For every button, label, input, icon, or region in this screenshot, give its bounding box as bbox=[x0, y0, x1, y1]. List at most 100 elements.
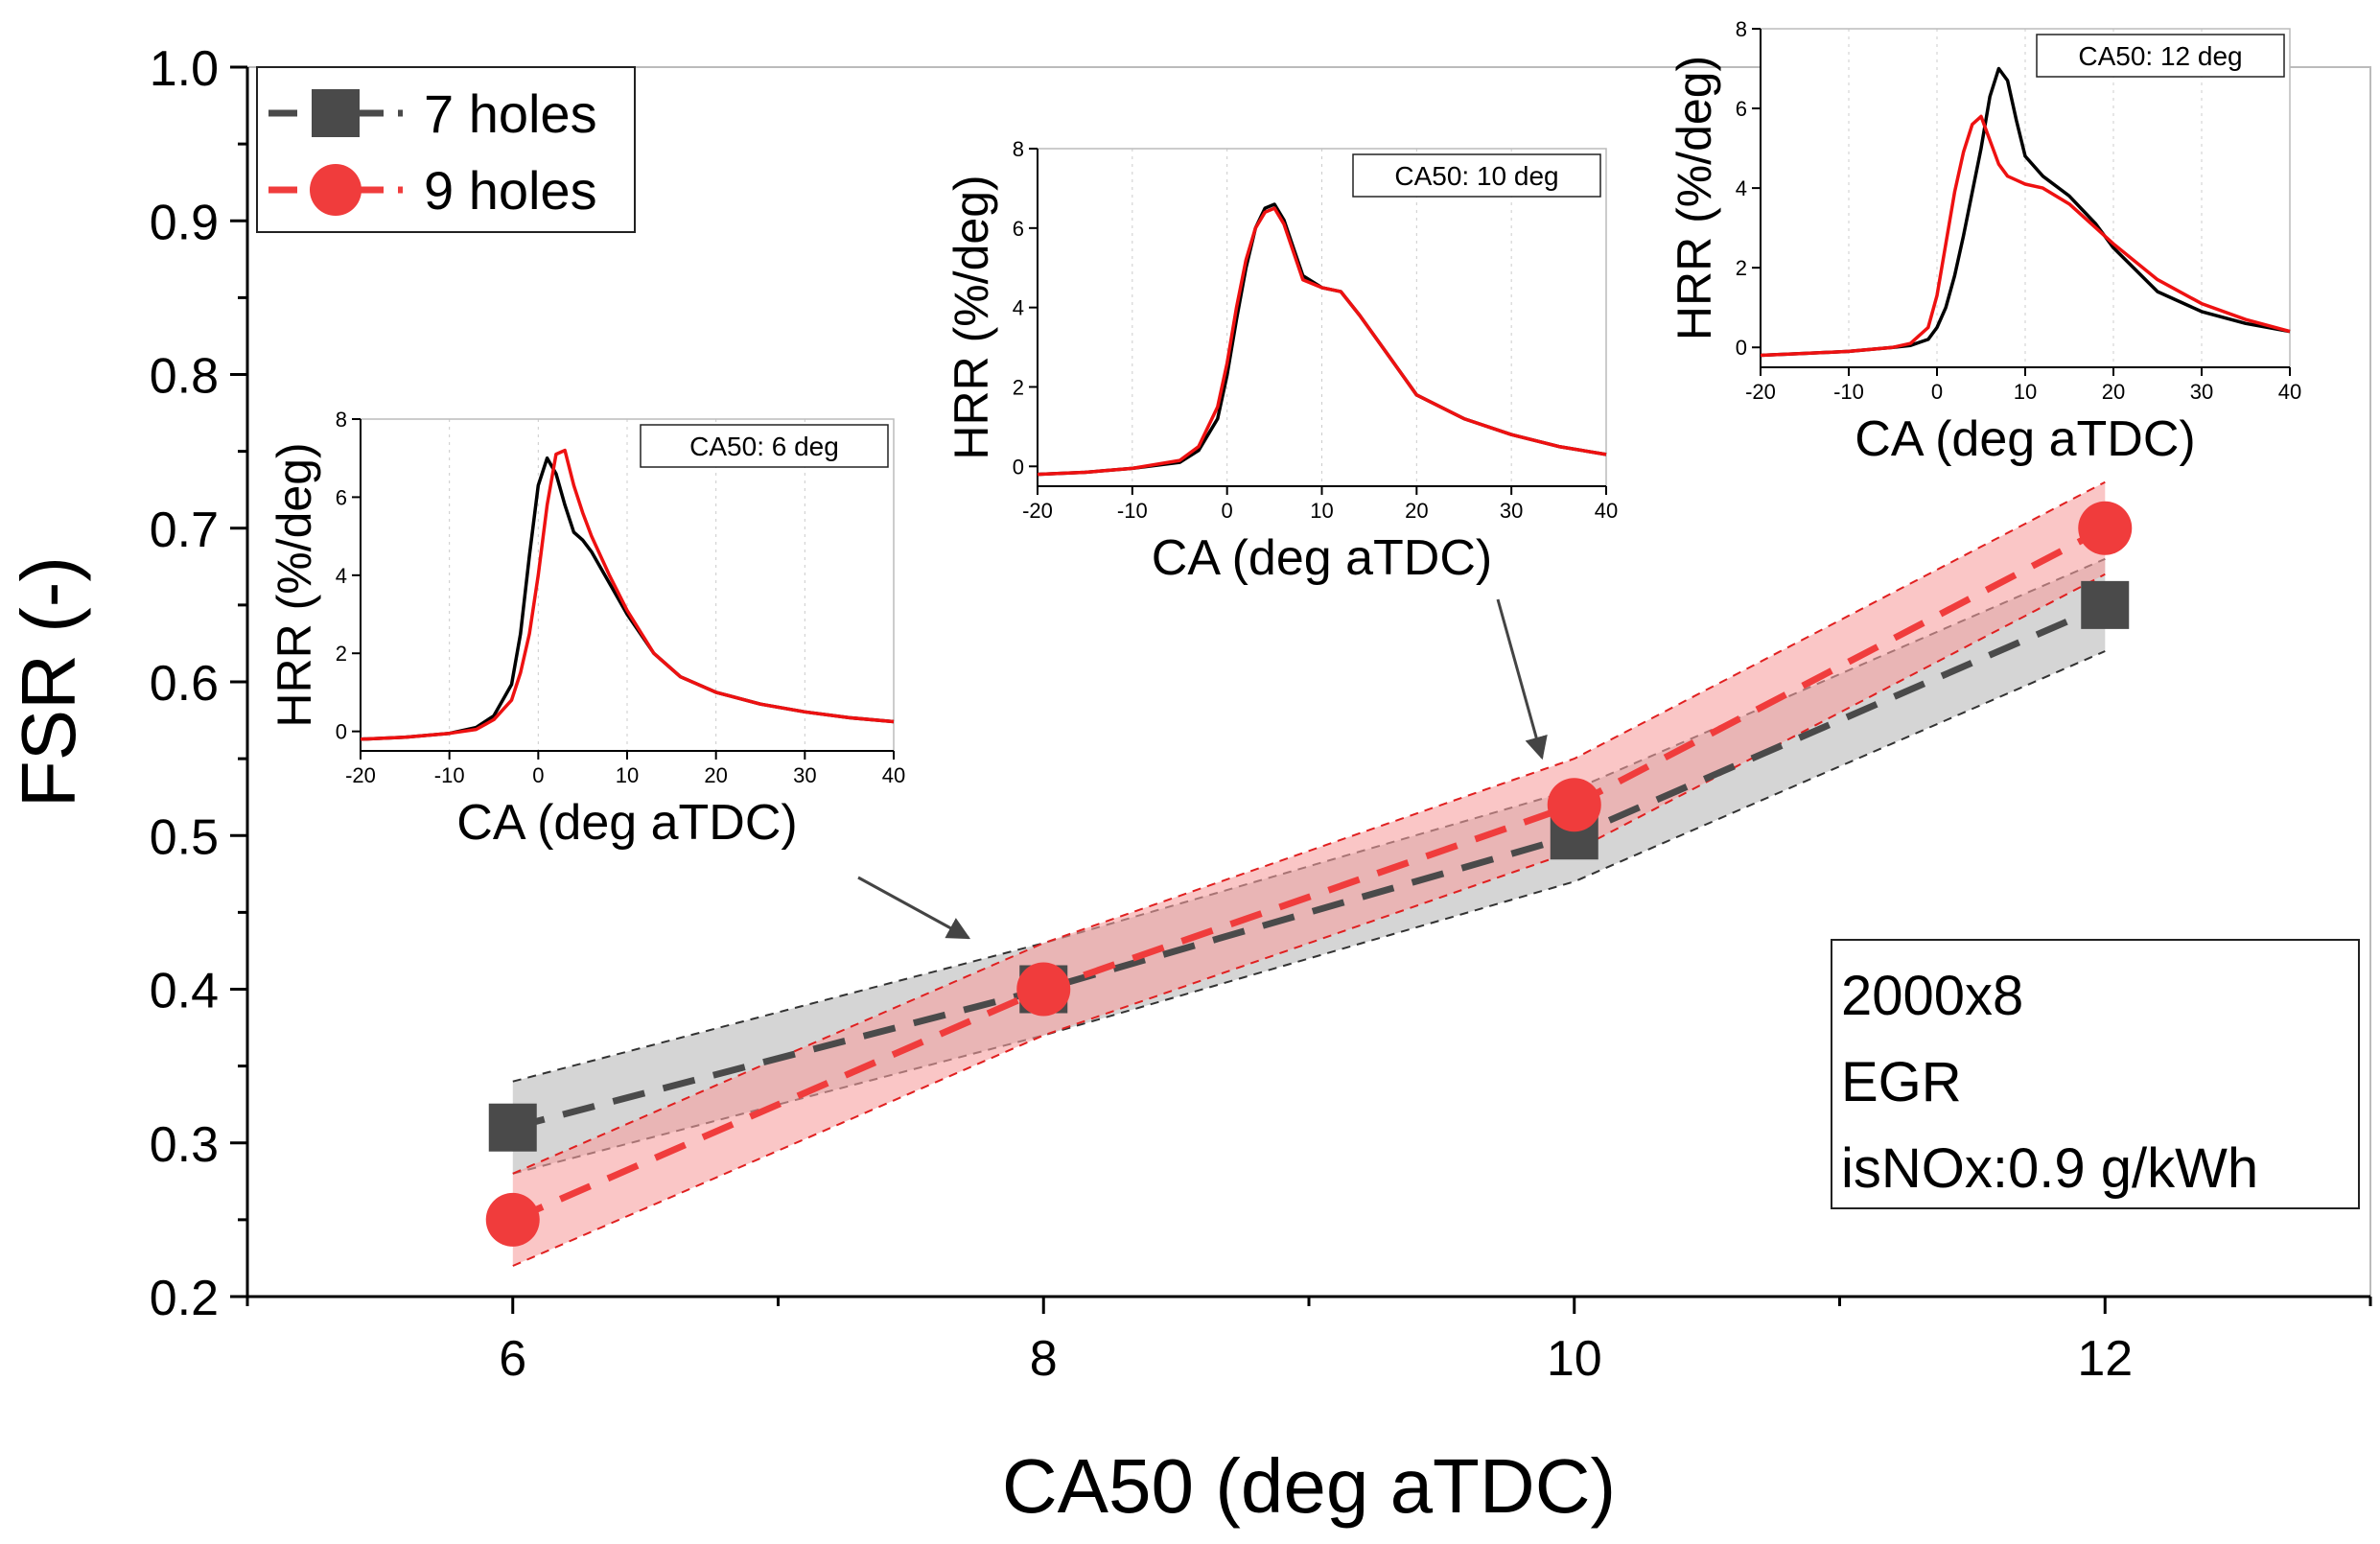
series-lines bbox=[511, 525, 2107, 1224]
y-tick-label: 0.9 bbox=[150, 195, 219, 250]
series-9-holes-marker bbox=[2078, 501, 2133, 555]
x-tick-label: 8 bbox=[1030, 1331, 1058, 1387]
inset-y-tick-label: 4 bbox=[1736, 176, 1747, 200]
inset-label: CA50: 6 deg bbox=[689, 432, 839, 461]
inset-y-tick-label: 2 bbox=[1736, 256, 1747, 280]
inset-y-tick-label: 6 bbox=[1013, 217, 1024, 241]
inset-ca50-10: -20 -10 0 10 20 30 40 0 2 4 6 8 CA (deg aTDC) HRR (%/… bbox=[945, 137, 1618, 586]
annotation-line: 2000x8 bbox=[1841, 965, 2023, 1027]
legend-circle-marker bbox=[310, 164, 362, 216]
inset-x-tick-label: -10 bbox=[434, 763, 465, 787]
inset-y-tick-label: 0 bbox=[1013, 455, 1024, 479]
inset-curve-7-holes bbox=[1760, 66, 2291, 358]
inset-x-tick-label: 0 bbox=[1222, 499, 1233, 523]
inset-y-tick-label: 4 bbox=[336, 564, 347, 588]
inset-x-tick-label: 20 bbox=[2102, 380, 2125, 404]
annotation-line: isNOx:0.9 g/kWh bbox=[1841, 1137, 2258, 1200]
inset-10deg-arrow bbox=[1496, 598, 1548, 760]
uncertainty-bands bbox=[512, 480, 2106, 1267]
inset-x-tick-label: 0 bbox=[1931, 380, 1943, 404]
inset-x-tick-label: -20 bbox=[1022, 499, 1053, 523]
inset-x-tick-label: -20 bbox=[345, 763, 376, 787]
annotation-box bbox=[1831, 939, 2360, 1209]
inset-ca50-12: -20 -10 0 10 20 30 40 0 2 4 6 8 CA (deg aTDC) HRR (%/… bbox=[1668, 17, 2301, 467]
inset-x-tick-label: -10 bbox=[1833, 380, 1864, 404]
inset-x-tick-label: 20 bbox=[1405, 499, 1428, 523]
inset-x-tick-label: 0 bbox=[532, 763, 544, 787]
inset-y-tick-label: 2 bbox=[336, 642, 347, 666]
inset-x-tick-label: -10 bbox=[1117, 499, 1148, 523]
inset-y-tick-label: 8 bbox=[1013, 137, 1024, 161]
series-9-holes-marker bbox=[1547, 778, 1601, 832]
x-axis-title: CA50 (deg aTDC) bbox=[1002, 1443, 1616, 1529]
legend: 7 holes 9 holes bbox=[256, 66, 636, 233]
series-9-holes-band bbox=[512, 481, 2106, 1266]
series-9-holes-marker bbox=[1016, 962, 1071, 1017]
series-9-holes-band-upper bbox=[512, 480, 2106, 1175]
inset-background bbox=[361, 419, 894, 751]
inset-x-tick-label: 30 bbox=[1500, 499, 1523, 523]
x-tick-label: 12 bbox=[2077, 1331, 2133, 1387]
series-7-holes-marker bbox=[488, 1103, 537, 1152]
y-tick-label: 0.8 bbox=[150, 349, 219, 405]
legend-label: 9 holes bbox=[424, 160, 597, 221]
series-markers bbox=[485, 501, 2133, 1247]
y-axis-title: FSR (-) bbox=[6, 556, 91, 807]
inset-y-tick-label: 8 bbox=[1736, 17, 1747, 41]
inset-x-tick-label: 40 bbox=[2278, 380, 2301, 404]
x-tick-label: 6 bbox=[499, 1331, 526, 1387]
inset-y-tick-label: 6 bbox=[1736, 97, 1747, 121]
inset-curve-9-holes bbox=[1760, 114, 2291, 358]
inset-x-tick-label: 10 bbox=[1310, 499, 1333, 523]
inset-curve-9-holes bbox=[360, 448, 895, 741]
condition-annotation: 2000x8 EGR isNOx:0.9 g/kWh bbox=[1831, 939, 2360, 1209]
y-tick-label: 0.5 bbox=[150, 809, 219, 865]
legend-square-marker bbox=[312, 89, 360, 137]
inset-label: CA50: 12 deg bbox=[2078, 41, 2242, 71]
inset-label-box bbox=[640, 424, 889, 468]
inset-label-box bbox=[1352, 153, 1601, 198]
series-7-holes-line bbox=[511, 601, 2107, 1132]
inset-x-tick-label: 30 bbox=[2190, 380, 2213, 404]
inset-6deg-arrow bbox=[857, 876, 971, 940]
inset-x-tick-label: -20 bbox=[1745, 380, 1776, 404]
inset-y-tick-label: 0 bbox=[336, 720, 347, 744]
inset-y-tick-label: 6 bbox=[336, 485, 347, 509]
annotation-line: EGR bbox=[1841, 1051, 1962, 1113]
y-tick-label: 0.6 bbox=[150, 656, 219, 712]
plot-frame: 0.2 0.3 0.4 0.5 0.6 0.7 0.8 0.9 1.0 6 8 10 12 CA50 (d… bbox=[6, 41, 2372, 1529]
inset-y-tick-label: 2 bbox=[1013, 375, 1024, 399]
inset-x-tick-label: 40 bbox=[1595, 499, 1618, 523]
inset-x-axis-title: CA (deg aTDC) bbox=[1855, 411, 2195, 467]
y-tick-label: 0.4 bbox=[150, 964, 219, 1019]
y-tick-label: 0.7 bbox=[150, 503, 219, 558]
inset-x-tick-label: 30 bbox=[793, 763, 816, 787]
inset-y-axis-title: HRR (%/deg) bbox=[945, 175, 998, 459]
inset-y-tick-label: 0 bbox=[1736, 336, 1747, 360]
inset-label: CA50: 10 deg bbox=[1394, 161, 1558, 191]
inset-y-axis-title: HRR (%/deg) bbox=[268, 442, 321, 727]
inset-x-tick-label: 20 bbox=[704, 763, 727, 787]
inset-y-tick-label: 4 bbox=[1013, 296, 1024, 320]
inset-curve-9-holes bbox=[1037, 206, 1607, 477]
series-7-holes-marker bbox=[2081, 580, 2130, 629]
y-tick-label: 0.3 bbox=[150, 1117, 219, 1173]
y-tick-label: 0.2 bbox=[150, 1271, 219, 1326]
series-9-holes-marker bbox=[485, 1192, 540, 1247]
x-tick-label: 10 bbox=[1547, 1331, 1602, 1387]
inset-y-tick-label: 8 bbox=[336, 408, 347, 432]
y-tick-label: 1.0 bbox=[150, 41, 219, 97]
inset-y-axis-title: HRR (%/deg) bbox=[1668, 56, 1721, 340]
inset-arrows bbox=[857, 598, 1548, 940]
inset-x-axis-title: CA (deg aTDC) bbox=[1152, 530, 1492, 586]
inset-ca50-6: -20 -10 0 10 20 30 40 0 2 4 6 8 CA (deg aTDC) HRR (%/… bbox=[268, 408, 905, 851]
inset-x-tick-label: 40 bbox=[882, 763, 905, 787]
inset-x-tick-label: 10 bbox=[2014, 380, 2037, 404]
inset-x-axis-title: CA (deg aTDC) bbox=[456, 795, 797, 851]
legend-label: 7 holes bbox=[424, 83, 597, 144]
series-9-holes-band-lower bbox=[512, 573, 2106, 1267]
inset-label-box bbox=[2036, 34, 2285, 78]
series-9-holes-line bbox=[511, 525, 2107, 1224]
